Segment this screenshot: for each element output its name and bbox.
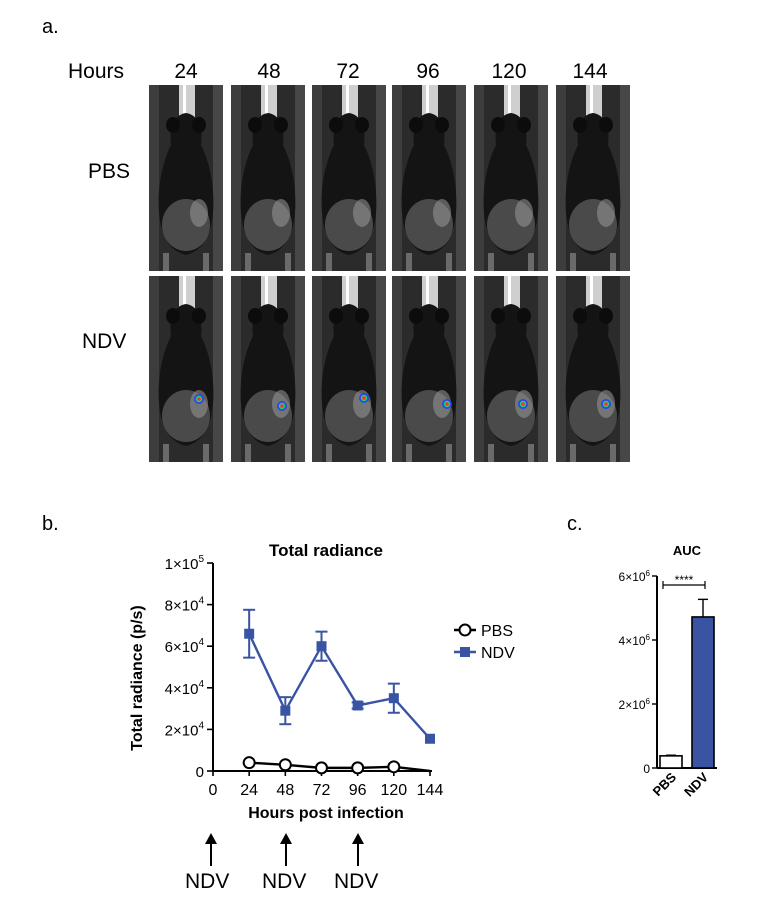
- x-tick-label: 24: [240, 782, 258, 799]
- pbs-mouse-image: [474, 85, 548, 271]
- chart-title: AUC: [673, 543, 702, 558]
- ndv-mouse-image: [556, 276, 630, 462]
- y-tick-label: 4×104: [165, 679, 205, 698]
- data-point: [244, 628, 255, 639]
- bar-pbs: [659, 755, 683, 769]
- data-point: [351, 761, 365, 775]
- y-tick-label: 2×104: [165, 720, 205, 739]
- data-point: [425, 733, 435, 744]
- data-point: [387, 760, 401, 774]
- legend-label: PBS: [481, 623, 513, 640]
- data-point: [280, 705, 291, 716]
- treatment-label: NDV: [334, 870, 379, 893]
- arrow-icon: [205, 833, 217, 866]
- x-tick-label: 120: [380, 782, 407, 799]
- y-tick-label: 4×106: [619, 633, 651, 648]
- pbs-mouse-image: [231, 85, 305, 271]
- y-tick-label: 6×106: [619, 569, 651, 584]
- timepoint-label: 24: [174, 60, 198, 83]
- series-line: [248, 633, 431, 740]
- panel-c-label: c.: [567, 513, 583, 535]
- y-tick-label: 0: [643, 762, 650, 776]
- timepoint-label: 144: [572, 60, 608, 83]
- data-point: [316, 641, 327, 652]
- chart-title: Total radiance: [269, 541, 383, 560]
- pbs-mouse-image: [556, 85, 630, 271]
- y-axis-label: Total radiance (p/s): [129, 605, 146, 751]
- y-tick-label: 8×104: [165, 596, 205, 615]
- series-line: [249, 761, 431, 773]
- x-tick-label: 48: [276, 782, 294, 799]
- x-tick-label: 144: [417, 782, 444, 799]
- pbs-mouse-image: [312, 85, 386, 271]
- auc-bar-chart: AUC 0 2×106 4×106 6×106 PBS NDV ****: [619, 543, 717, 800]
- x-tick-label: NDV: [681, 769, 711, 799]
- hours-label: Hours: [68, 60, 125, 83]
- data-point: [315, 761, 328, 775]
- treatment-label: NDV: [185, 870, 230, 893]
- timepoint-label: 48: [257, 60, 281, 83]
- y-tick-label: 1×105: [165, 554, 205, 573]
- legend-item-ndv: NDV: [454, 645, 515, 662]
- x-tick-label: 72: [313, 782, 331, 799]
- bar-ndv: [691, 616, 715, 769]
- row-label-pbs: PBS: [88, 160, 131, 183]
- radiance-line-chart: Total radiance Total radiance (p/s) Hour…: [129, 541, 515, 822]
- data-point: [352, 700, 363, 711]
- legend-label: NDV: [481, 645, 515, 662]
- data-point: [242, 756, 256, 770]
- arrow-icon: [352, 833, 364, 866]
- x-axis-label: Hours post infection: [248, 805, 404, 822]
- panel-b-label: b.: [42, 513, 59, 535]
- significance-label: ****: [675, 573, 694, 587]
- legend-marker: [458, 623, 472, 637]
- ndv-mouse-image: [149, 276, 223, 462]
- ndv-mouse-image: [392, 276, 466, 462]
- pbs-mouse-image: [149, 85, 223, 271]
- y-tick-label: 2×106: [619, 697, 651, 712]
- series-pbs: [242, 756, 431, 775]
- series-ndv: [243, 608, 435, 744]
- x-tick-label: PBS: [650, 769, 680, 799]
- y-tick-label: 6×104: [165, 637, 205, 656]
- x-tick-label: 96: [349, 782, 367, 799]
- treatment-arrows: [205, 833, 364, 866]
- legend-item-pbs: PBS: [454, 623, 513, 640]
- y-tick-label: 0: [196, 764, 204, 781]
- data-point: [278, 758, 292, 772]
- pbs-mouse-image: [392, 85, 466, 271]
- timepoint-label: 120: [491, 60, 527, 83]
- x-tick-label: 0: [209, 782, 218, 799]
- data-point: [388, 693, 399, 704]
- legend-marker: [460, 647, 470, 657]
- timepoint-label: 72: [336, 60, 360, 83]
- ndv-mouse-image: [474, 276, 548, 462]
- ndv-mouse-image: [312, 276, 386, 462]
- arrow-icon: [280, 833, 292, 866]
- ndv-mouse-image: [231, 276, 305, 462]
- row-label-ndv: NDV: [82, 330, 127, 353]
- timepoint-label: 96: [416, 60, 440, 83]
- panel-a-label: a.: [42, 16, 59, 38]
- treatment-label: NDV: [262, 870, 307, 893]
